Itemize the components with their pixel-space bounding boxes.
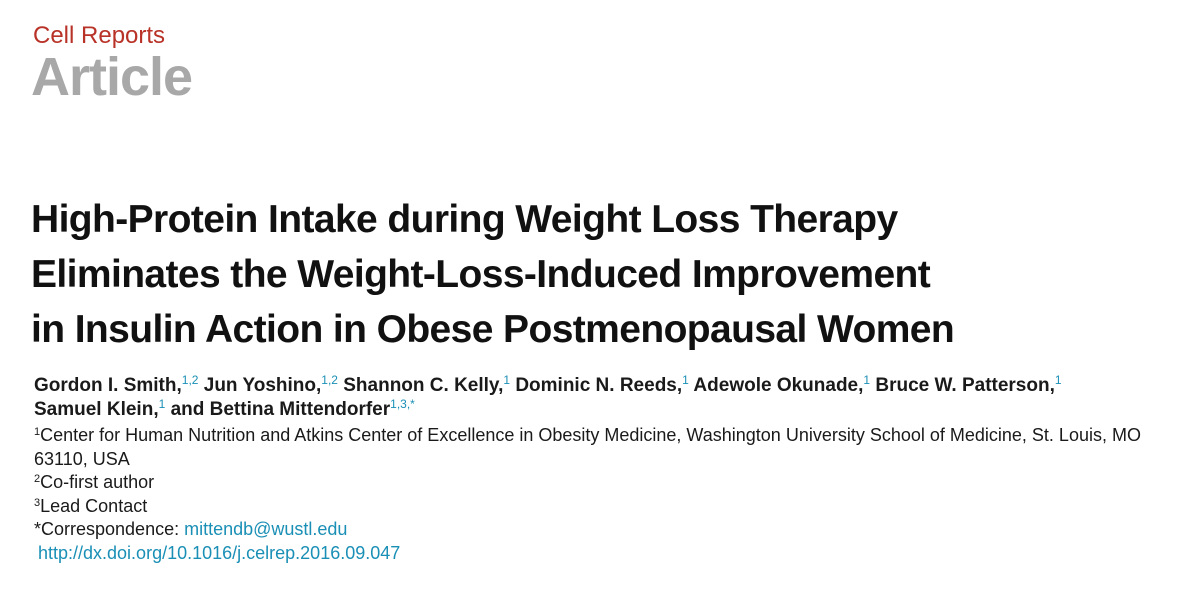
affiliation-marker: 1,3,*: [390, 397, 415, 411]
affiliation-marker: 1: [503, 373, 511, 387]
affiliation-marker: 1: [1054, 373, 1062, 387]
affiliation-item: 2Co-first author: [34, 472, 155, 492]
article-type-label: Article: [31, 47, 193, 107]
author-line: Samuel Klein,1 and Bettina Mittendorfer1…: [34, 398, 1184, 422]
author: Samuel Klein,1: [34, 397, 166, 420]
correspondence-label: *Correspondence:: [34, 519, 185, 539]
correspondence: *Correspondence: mittendb@wustl.edu: [34, 518, 1184, 542]
affiliation-marker: 1: [158, 397, 166, 411]
journal-name: Cell Reports: [33, 22, 166, 49]
doi-link[interactable]: http://dx.doi.org/10.1016/j.celrep.2016.…: [38, 542, 401, 563]
affiliation-item: 1Center for Human Nutrition and Atkins C…: [34, 425, 1141, 469]
author: and Bettina Mittendorfer1,3,*: [170, 397, 415, 420]
doi-row: http://dx.doi.org/10.1016/j.celrep.2016.…: [34, 542, 1184, 566]
affiliation-marker: 1,2: [321, 373, 338, 387]
affiliation-item: 3Lead Contact: [34, 495, 148, 516]
title-line: High-Protein Intake during Weight Loss T…: [31, 198, 898, 241]
affiliations: 1Center for Human Nutrition and Atkins C…: [34, 424, 1184, 565]
author: Jun Yoshino,1,2: [203, 373, 338, 396]
author-list: Gordon I. Smith,1,2 Jun Yoshino,1,2 Shan…: [34, 374, 1184, 422]
title-line: in Insulin Action in Obese Postmenopausa…: [31, 308, 955, 351]
author: Bruce W. Patterson,1: [875, 373, 1062, 396]
author: Adewole Okunade,1: [693, 373, 871, 396]
author: Dominic N. Reeds,1: [515, 373, 689, 396]
author-line: Gordon I. Smith,1,2 Jun Yoshino,1,2 Shan…: [34, 374, 1184, 398]
article-title: High-Protein Intake during Weight Loss T…: [31, 192, 1171, 357]
affiliation-marker: 1: [682, 373, 689, 387]
affiliation-marker: 1,2: [181, 373, 199, 387]
author: Gordon I. Smith,1,2: [34, 373, 199, 396]
title-line: Eliminates the Weight-Loss-Induced Impro…: [31, 253, 931, 296]
author: Shannon C. Kelly,1: [343, 373, 511, 396]
affiliation-marker: 1: [863, 373, 871, 387]
correspondence-email-link[interactable]: mittendb@wustl.edu: [184, 519, 348, 539]
